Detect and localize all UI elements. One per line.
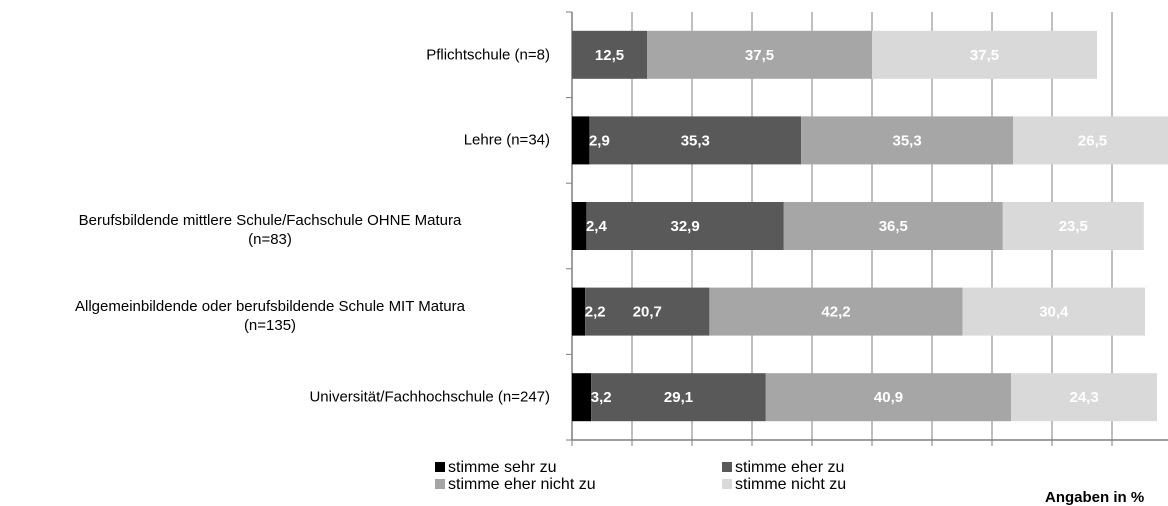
legend-label: stimme eher nicht zu [448, 476, 596, 493]
category-label: Universität/Fachhochschule (n=247) [309, 388, 550, 406]
bar-segment [647, 30, 872, 79]
value-label: 23,5 [1059, 218, 1088, 235]
bar-segment [765, 373, 1012, 422]
value-label: 2,2 [585, 304, 606, 321]
value-label: 29,1 [664, 389, 693, 406]
bar-segment [572, 287, 586, 336]
value-label: 20,7 [633, 304, 662, 321]
legend-label: stimme eher zu [735, 459, 844, 476]
legend-label: stimme sehr zu [448, 459, 556, 476]
legend-label: stimme nicht zu [735, 476, 846, 493]
value-label: 37,5 [970, 47, 999, 64]
legend-swatch [435, 479, 445, 489]
value-label: 35,3 [681, 132, 710, 149]
bar-segment [572, 202, 587, 250]
category-label: Lehre (n=34) [463, 131, 550, 149]
value-label: 24,3 [1069, 389, 1098, 406]
bar-segment [709, 287, 963, 336]
bars [572, 30, 1168, 422]
bar-segment [591, 373, 766, 422]
category-label: Pflichtschule (n=8) [426, 46, 550, 64]
value-label: 2,9 [589, 132, 610, 149]
bar-segment [572, 373, 592, 422]
category-label: Allgemeinbildende oder berufsbildende Sc… [75, 297, 465, 334]
value-label: 35,3 [892, 132, 921, 149]
value-label: 30,4 [1039, 304, 1069, 321]
bar-segment [585, 287, 710, 336]
bar-segment [589, 116, 802, 165]
value-label: 42,2 [821, 304, 850, 321]
legend-swatch [435, 462, 445, 472]
value-label: 36,5 [879, 218, 908, 235]
bar-segment [1013, 116, 1168, 165]
value-label: 37,5 [745, 47, 774, 64]
note: Angaben in % [1045, 489, 1144, 506]
bar-segment [801, 116, 1013, 165]
value-label: 3,2 [591, 389, 612, 406]
value-label: 32,9 [670, 218, 699, 235]
legend-swatch [722, 462, 732, 472]
value-label: 40,9 [874, 389, 903, 406]
value-label: 2,4 [586, 218, 608, 235]
labels: 12,5 37,5 37,5 2,9 35,3 35,3 26,5 2,4 32,9 36,5 23… [585, 47, 1107, 406]
bar-segment [1011, 373, 1157, 422]
bar-segment [572, 116, 590, 165]
value-label: 26,5 [1078, 132, 1107, 149]
legend-swatch [722, 479, 732, 489]
bar-segment [783, 202, 1003, 250]
value-label: 12,5 [595, 47, 624, 64]
bar-segment [586, 202, 784, 250]
bar-segment [962, 287, 1145, 336]
bar-segment [1002, 202, 1144, 250]
category-label: Berufsbildende mittlere Schule/Fachschul… [78, 212, 462, 248]
bar-segment [872, 30, 1097, 79]
bar-segment [572, 30, 647, 79]
